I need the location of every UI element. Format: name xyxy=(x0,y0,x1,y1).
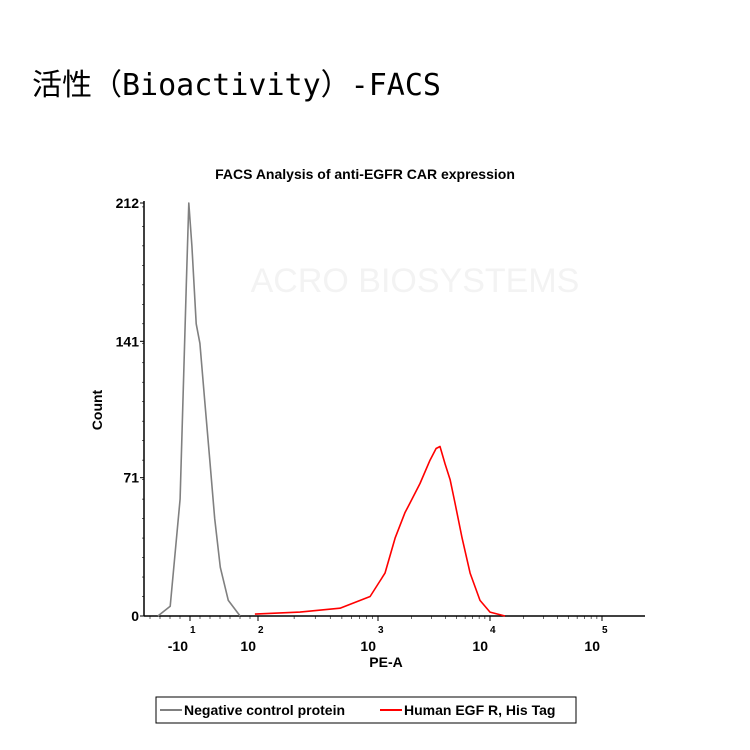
x-tick-exponent: 2 xyxy=(258,625,264,636)
curves xyxy=(157,202,506,617)
legend-label-negative: Negative control protein xyxy=(184,702,345,718)
chart-title: FACS Analysis of anti-EGFR CAR expressio… xyxy=(215,166,515,182)
x-axis-label: PE-A xyxy=(369,654,402,670)
x-tick-exponent: 5 xyxy=(602,625,608,636)
x-tick-label: 10 xyxy=(584,638,600,654)
legend-box xyxy=(155,696,577,724)
x-tick-label: 10 xyxy=(360,638,376,654)
y-tick-label: 71 xyxy=(123,470,139,486)
x-tick-label: 10 xyxy=(240,638,256,654)
y-tick-label: 0 xyxy=(131,608,139,624)
page-heading: 活性（Bioactivity）-FACS xyxy=(32,68,441,103)
legend: Negative control protein Human EGF R, Hi… xyxy=(155,696,577,724)
x-tick-exponent: 4 xyxy=(490,625,496,636)
legend-label-egfr: Human EGF R, His Tag xyxy=(404,702,555,718)
egfr-curve xyxy=(254,445,506,617)
watermark: ACRO BIOSYSTEMS xyxy=(251,262,580,300)
negative-control-curve xyxy=(157,202,241,617)
x-tick-exponent: 3 xyxy=(378,625,384,636)
x-tick-label: 10 xyxy=(472,638,488,654)
x-tick-exponent: 1 xyxy=(190,625,196,636)
y-axis-label: Count xyxy=(89,389,105,430)
y-tick-label: 141 xyxy=(116,333,140,349)
x-tick-label: -10 xyxy=(168,638,188,654)
y-tick-label: 212 xyxy=(116,195,140,211)
